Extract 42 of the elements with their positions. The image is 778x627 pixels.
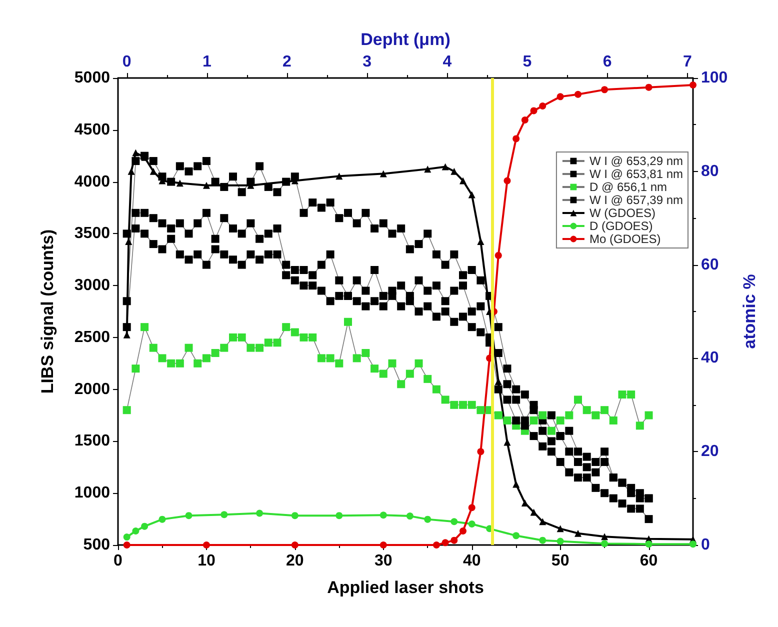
y2-axis-title: atomic %	[740, 274, 759, 349]
y-tick-label: 2000	[74, 380, 110, 398]
x2-tick-label: 4	[442, 54, 452, 70]
x2-tick-label: 7	[682, 54, 692, 70]
legend-label: D @ 656,1 nm	[589, 180, 668, 194]
y-tick-label: 1500	[74, 432, 110, 450]
y2-tick-label: 20	[701, 443, 719, 460]
x2-tick-label: 5	[522, 54, 532, 70]
x2-tick-label: 0	[122, 54, 132, 70]
y-tick-label: 500	[83, 536, 110, 554]
x-tick-label: 0	[114, 552, 123, 570]
y-tick-label: 1000	[74, 484, 110, 502]
y2-tick-label: 60	[701, 256, 719, 274]
x2-tick-label: 6	[602, 54, 612, 70]
x-tick-label: 10	[198, 552, 216, 570]
y-tick-label: 5000	[74, 70, 110, 86]
x-axis-title: Applied laser shots	[327, 578, 484, 597]
x2-tick-label: 3	[362, 54, 372, 70]
x-tick-label: 30	[374, 552, 392, 570]
legend-label: W I @ 657,39 nm	[589, 193, 684, 207]
x2-axis-title: Depht (μm)	[360, 30, 450, 49]
legend-label: W (GDOES)	[589, 206, 656, 220]
legend-label: Mo (GDOES)	[589, 232, 661, 246]
y-tick-label: 3000	[74, 277, 110, 294]
y-tick-label: 3500	[74, 225, 110, 242]
y-tick-label: 2500	[74, 328, 110, 346]
y2-tick-label: 40	[701, 350, 719, 367]
legend-label: D (GDOES)	[589, 219, 653, 233]
y2-tick-label: 0	[701, 536, 710, 554]
x2-tick-label: 1	[202, 54, 212, 70]
x-tick-label: 40	[462, 552, 481, 570]
y-axis-title: LIBS signal (counts)	[38, 229, 57, 394]
x-tick-label: 20	[286, 552, 304, 570]
x-tick-label: 60	[640, 552, 658, 570]
x-tick-label: 50	[551, 552, 570, 570]
legend-label: W I @ 653,81 nm	[589, 167, 684, 181]
x2-tick-label: 2	[282, 54, 292, 70]
y-tick-label: 4500	[74, 121, 110, 138]
legend-label: W I @ 653,29 nm	[589, 154, 684, 168]
y2-tick-label: 80	[701, 162, 719, 180]
y2-tick-label: 100	[701, 70, 728, 86]
y-tick-label: 4000	[74, 173, 110, 190]
